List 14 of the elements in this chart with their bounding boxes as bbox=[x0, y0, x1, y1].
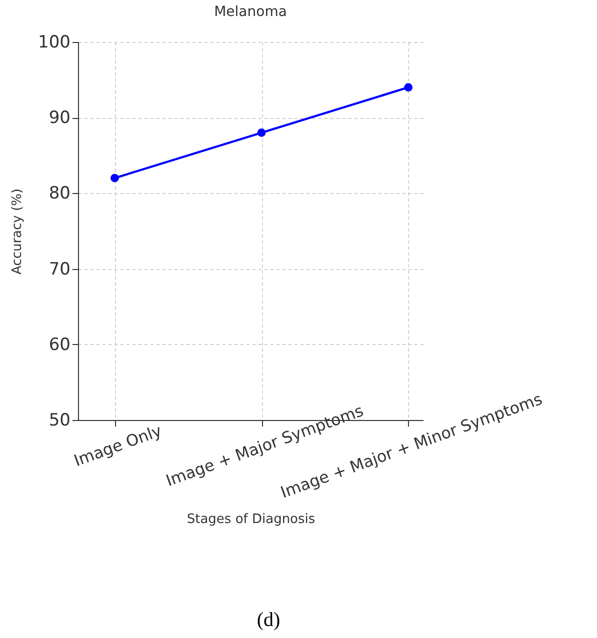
y-tick-label: 100 bbox=[38, 32, 70, 52]
point bbox=[257, 128, 266, 137]
y-tick-label: 50 bbox=[48, 410, 70, 430]
y-tick-label: 90 bbox=[48, 108, 70, 128]
y-tick-label: 70 bbox=[48, 259, 70, 280]
y-tick-label: 60 bbox=[48, 334, 70, 355]
chart-title: Melanoma bbox=[214, 4, 287, 20]
point bbox=[404, 83, 412, 92]
x-axis-title: Stages of Diagnosis bbox=[186, 512, 316, 527]
y-axis-title: Accuracy (%) bbox=[10, 188, 26, 274]
y-tick-label: 80 bbox=[48, 184, 70, 204]
text: (d) bbox=[256, 609, 280, 631]
point bbox=[110, 174, 119, 182]
x-tick-label: Image Only bbox=[71, 420, 164, 470]
